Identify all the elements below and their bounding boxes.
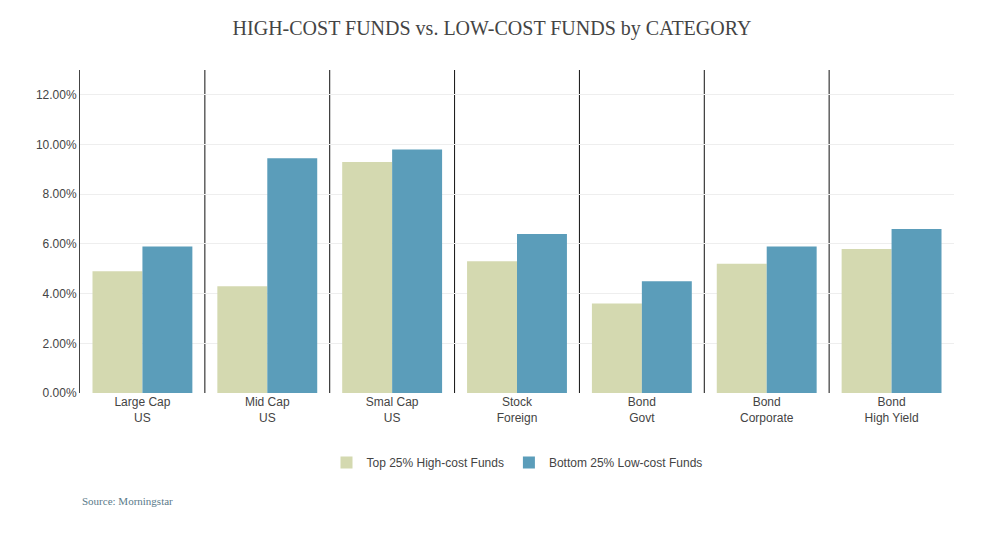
svg-text:BondGovt: BondGovt <box>628 395 656 425</box>
svg-text:BondHigh Yield: BondHigh Yield <box>865 395 919 425</box>
svg-text:4.00%: 4.00% <box>43 287 77 301</box>
svg-text:Source: Morningstar: Source: Morningstar <box>82 495 173 507</box>
svg-text:2.00%: 2.00% <box>43 337 77 351</box>
svg-text:Top 25% High-cost Funds: Top 25% High-cost Funds <box>367 456 504 470</box>
svg-text:12.00%: 12.00% <box>36 88 77 102</box>
svg-text:0.00%: 0.00% <box>43 386 77 400</box>
svg-text:10.00%: 10.00% <box>36 138 77 152</box>
svg-text:Mid CapUS: Mid CapUS <box>245 395 290 425</box>
svg-text:Bottom 25% Low-cost Funds: Bottom 25% Low-cost Funds <box>549 456 702 470</box>
svg-text:StockForeign: StockForeign <box>497 395 538 425</box>
svg-text:BondCorporate: BondCorporate <box>740 395 794 425</box>
svg-text:Large CapUS: Large CapUS <box>114 395 170 425</box>
svg-text:Smal CapUS: Smal CapUS <box>366 395 419 425</box>
svg-text:6.00%: 6.00% <box>43 237 77 251</box>
svg-text:HIGH-COST FUNDS vs. LOW-COST F: HIGH-COST FUNDS vs. LOW-COST FUNDS by CA… <box>233 17 752 40</box>
svg-text:8.00%: 8.00% <box>43 187 77 201</box>
